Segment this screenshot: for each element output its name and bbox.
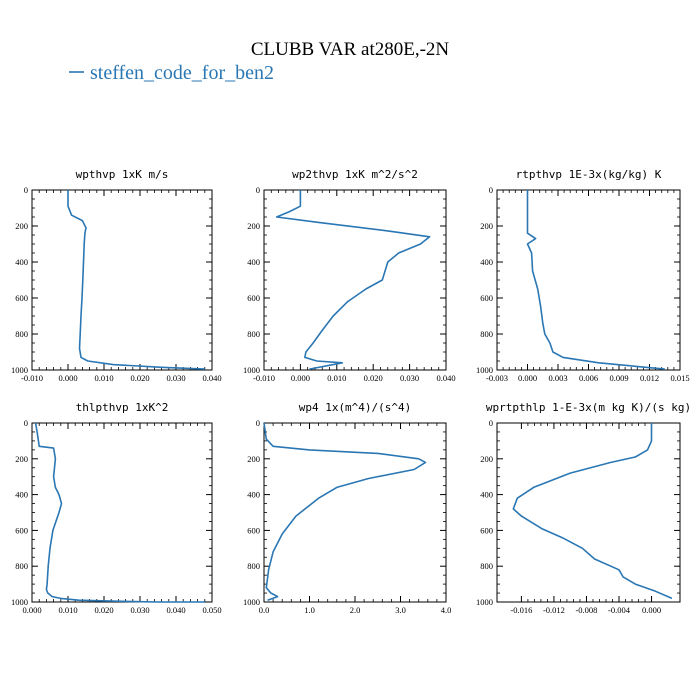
- chart-panel-1: wpthvp 1xK m/s -0.010 0.000 0.010 0.020 0.030…: [11, 168, 222, 383]
- y-tick-label: 600: [15, 525, 28, 535]
- x-tick-label: 0.009: [609, 373, 628, 383]
- chart-panel-5: wp4 1x(m^4)/(s^4) 0.0 1.0 2.0 3.0 4.0 0 200 400 6…: [243, 401, 451, 615]
- series-line: [275, 190, 431, 370]
- y-tick-label: 400: [15, 257, 28, 267]
- series-line: [34, 422, 205, 603]
- y-tick-label: 0: [489, 185, 493, 195]
- series-line: [512, 423, 673, 600]
- y-tick-label: 400: [247, 490, 260, 500]
- x-tick-label: 3.0: [395, 605, 406, 615]
- x-tick-label: 0.015: [670, 373, 689, 383]
- x-tick-label: 2.0: [350, 605, 361, 615]
- y-tick-label: 0: [489, 418, 493, 428]
- y-tick-label: 600: [480, 293, 493, 303]
- x-tick-label: 0.040: [202, 373, 221, 383]
- figure-title: CLUBB VAR at280E,-2N: [251, 39, 450, 60]
- x-tick-label: 0.020: [364, 373, 383, 383]
- y-tick-label: 800: [480, 561, 493, 571]
- y-tick-label: 400: [480, 257, 493, 267]
- x-tick-label: -0.010: [253, 373, 275, 383]
- panel-title: thlpthvp 1xK^2: [76, 401, 169, 414]
- y-tick-label: 600: [247, 525, 260, 535]
- x-tick-label: -0.010: [21, 373, 43, 383]
- x-tick-label: 0.000: [58, 373, 77, 383]
- chart-panel-3: rtpthvp 1E-3x(kg/kg) K -0.003 0.000 0.003 0.…: [476, 168, 690, 383]
- x-tick-label: 0.020: [94, 605, 113, 615]
- panel-title: wprtpthlp 1-E-3x(m kg K)/(s kg): [486, 401, 691, 414]
- x-tick-label: -0.012: [543, 605, 565, 615]
- y-tick-label: 1000: [243, 597, 260, 607]
- x-tick-label: 0.030: [166, 373, 185, 383]
- y-tick-label: 0: [256, 185, 260, 195]
- y-tick-label: 200: [247, 221, 260, 231]
- figure-legend: steffen_code_for_ben2: [69, 62, 274, 84]
- panel-title: wpthvp 1xK m/s: [76, 168, 169, 181]
- panel-title: wp2thvp 1xK m^2/s^2: [292, 168, 418, 181]
- x-tick-label: 0.006: [579, 373, 598, 383]
- y-tick-label: 1000: [476, 365, 493, 375]
- x-tick-label: -0.003: [486, 373, 508, 383]
- y-tick-label: 200: [480, 454, 493, 464]
- panel-title: wp4 1x(m^4)/(s^4): [299, 401, 412, 414]
- y-tick-label: 1000: [11, 597, 28, 607]
- series-line: [67, 190, 205, 370]
- y-tick-label: 1000: [11, 365, 28, 375]
- x-tick-label: 0.003: [548, 373, 567, 383]
- plot-frame: [496, 422, 681, 603]
- x-tick-label: 0.010: [58, 605, 77, 615]
- x-tick-label: 0.010: [327, 373, 346, 383]
- y-tick-label: 200: [15, 221, 28, 231]
- x-tick-label: 0.0: [259, 605, 270, 615]
- plot-frame: [31, 189, 213, 371]
- x-tick-label: 0.050: [202, 605, 221, 615]
- y-tick-label: 400: [15, 490, 28, 500]
- y-tick-label: 800: [247, 561, 260, 571]
- y-tick-label: 400: [480, 490, 493, 500]
- plot-frame: [263, 189, 447, 371]
- y-tick-label: 600: [247, 293, 260, 303]
- x-tick-label: 0.012: [640, 373, 659, 383]
- y-tick-label: 0: [24, 418, 28, 428]
- y-tick-label: 200: [480, 221, 493, 231]
- x-tick-label: 0.000: [22, 605, 41, 615]
- y-tick-label: 800: [15, 329, 28, 339]
- x-tick-label: -0.008: [575, 605, 597, 615]
- y-tick-label: 800: [15, 561, 28, 571]
- plot-frame: [263, 422, 447, 603]
- chart-panel-4: thlpthvp 1xK^2 0.000 0.010 0.020 0.030 0.040 0…: [11, 401, 222, 615]
- x-tick-label: 0.000: [642, 605, 661, 615]
- y-tick-label: 800: [247, 329, 260, 339]
- y-tick-label: 1000: [243, 365, 260, 375]
- y-tick-label: 200: [247, 454, 260, 464]
- y-tick-label: 200: [15, 454, 28, 464]
- x-tick-label: 0.000: [291, 373, 310, 383]
- series-line: [263, 422, 427, 601]
- x-tick-label: 0.030: [400, 373, 419, 383]
- x-tick-label: 4.0: [441, 605, 452, 615]
- panels: wpthvp 1xK m/s-0.010 0.000 0.010 0.020 0.030…: [11, 168, 691, 615]
- x-tick-label: 0.000: [518, 373, 537, 383]
- y-tick-label: 600: [480, 525, 493, 535]
- x-tick-label: -0.004: [608, 605, 631, 615]
- x-tick-label: 0.040: [436, 373, 455, 383]
- y-tick-label: 1000: [476, 597, 493, 607]
- x-tick-label: 0.010: [94, 373, 113, 383]
- y-tick-label: 800: [480, 329, 493, 339]
- legend-label: steffen_code_for_ben2: [90, 62, 274, 84]
- plot-frame: [496, 189, 681, 371]
- x-tick-label: 0.020: [130, 373, 149, 383]
- y-tick-label: 0: [256, 418, 260, 428]
- x-tick-label: 1.0: [304, 605, 315, 615]
- x-tick-label: -0.016: [510, 605, 532, 615]
- chart-panel-6: wprtpthlp 1-E-3x(m kg K)/(s kg) -0.016 -0.…: [476, 401, 691, 615]
- x-tick-label: 0.040: [166, 605, 185, 615]
- panel-title: rtpthvp 1E-3x(kg/kg) K: [516, 168, 662, 181]
- chart-panel-2: wp2thvp 1xK m^2/s^2 -0.010 0.000 0.010 0.020…: [243, 168, 456, 383]
- y-tick-label: 0: [24, 185, 28, 195]
- x-tick-label: 0.030: [130, 605, 149, 615]
- y-tick-label: 600: [15, 293, 28, 303]
- series-line: [526, 190, 665, 370]
- y-tick-label: 400: [247, 257, 260, 267]
